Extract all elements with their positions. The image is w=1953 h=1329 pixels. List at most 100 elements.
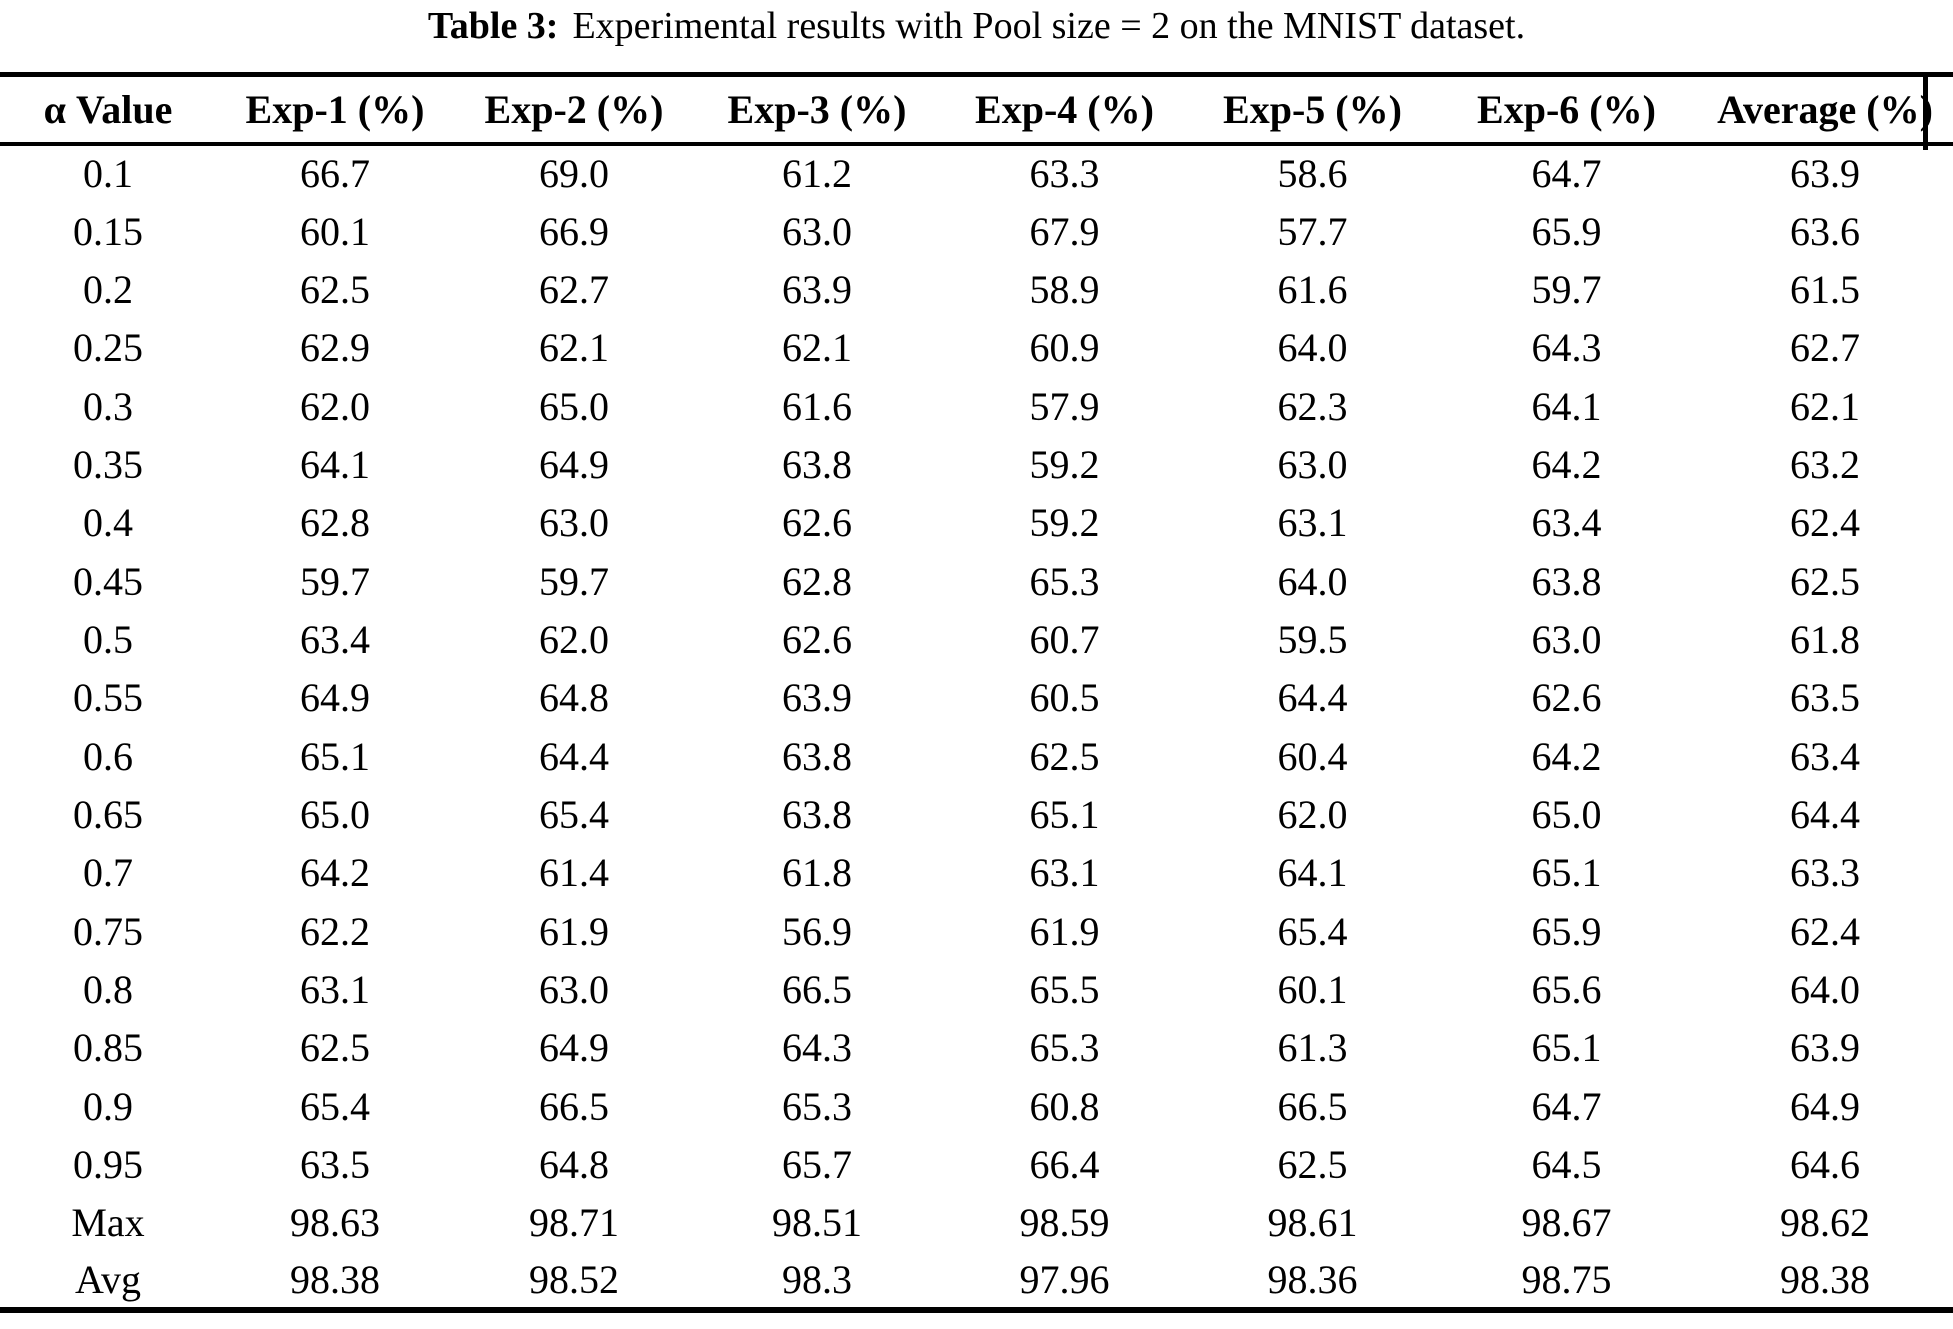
row-label-cell: 0.3 <box>83 383 133 429</box>
value-cell: 57.7 <box>1277 208 1348 254</box>
value-cell: 65.4 <box>539 791 609 837</box>
value-cell: 62.9 <box>300 325 370 371</box>
value-cell: 64.2 <box>1531 733 1602 779</box>
value-cell: 64.3 <box>782 1025 852 1071</box>
value-cell: 65.1 <box>1029 791 1100 837</box>
row-label-cell: 0.7 <box>83 850 133 896</box>
value-cell: 64.9 <box>539 441 609 487</box>
value-cell: 56.9 <box>782 908 852 954</box>
row-label-cell: 0.1 <box>83 151 133 197</box>
value-cell: 63.8 <box>782 441 852 487</box>
value-cell: 65.0 <box>539 383 609 429</box>
value-cell: 61.9 <box>539 908 609 954</box>
value-cell: 59.7 <box>1531 266 1602 312</box>
column-header-alpha-value: α Value <box>43 86 173 132</box>
row-label-cell: 0.85 <box>73 1025 143 1071</box>
value-cell: 98.38 <box>290 1257 380 1303</box>
value-cell: 65.5 <box>1029 966 1100 1012</box>
table-row: 0.75 62.2 61.9 56.9 61.9 65.4 65.9 62.4 <box>0 902 1953 960</box>
value-cell: 62.1 <box>1790 383 1860 429</box>
value-cell: 63.0 <box>1277 441 1348 487</box>
value-cell: 98.59 <box>1019 1200 1110 1246</box>
value-cell: 65.9 <box>1531 208 1602 254</box>
column-header: Exp-2 (%) <box>484 86 664 132</box>
value-cell: 65.6 <box>1531 966 1602 1012</box>
row-label-cell: 0.6 <box>83 733 133 779</box>
column-header: Exp-6 (%) <box>1477 86 1656 132</box>
row-label-cell: 0.9 <box>83 1083 133 1129</box>
value-cell: 63.9 <box>1790 1025 1860 1071</box>
value-cell: 60.8 <box>1029 1083 1100 1129</box>
results-table: α Value Exp-1 (%) Exp-2 (%) Exp-3 (%) Exp-4 … <box>0 72 1953 1314</box>
table-row: 0.35 64.1 64.9 63.8 59.2 63.0 64.2 63.2 <box>0 435 1953 493</box>
table-row: 0.55 64.9 64.8 63.9 60.5 64.4 62.6 63.5 <box>0 669 1953 727</box>
value-cell: 62.6 <box>1531 675 1602 721</box>
table-row: 0.25 62.9 62.1 62.1 60.9 64.0 64.3 62.7 <box>0 319 1953 377</box>
value-cell: 64.2 <box>1531 441 1602 487</box>
value-cell: 64.6 <box>1790 1142 1860 1188</box>
row-label-cell: 0.15 <box>73 208 143 254</box>
value-cell: 60.5 <box>1029 675 1100 721</box>
value-cell: 62.4 <box>1790 500 1860 546</box>
value-cell: 63.8 <box>782 733 852 779</box>
value-cell: 64.7 <box>1531 151 1602 197</box>
value-cell: 98.52 <box>529 1257 619 1303</box>
table-row: 0.2 62.5 62.7 63.9 58.9 61.6 59.7 61.5 <box>0 260 1953 318</box>
value-cell: 63.0 <box>782 208 852 254</box>
value-cell: 63.8 <box>782 791 852 837</box>
value-cell: 64.7 <box>1531 1083 1602 1129</box>
value-cell: 66.5 <box>539 1083 609 1129</box>
value-cell: 98.63 <box>290 1200 380 1246</box>
caption-text: Experimental results with Pool size = 2 … <box>572 5 1526 47</box>
value-cell: 63.5 <box>300 1142 370 1188</box>
value-cell: 64.4 <box>1277 675 1348 721</box>
value-cell: 66.5 <box>782 966 852 1012</box>
value-cell: 61.6 <box>1277 266 1348 312</box>
value-cell: 98.3 <box>782 1257 852 1303</box>
table-row: Max 98.63 98.71 98.51 98.59 98.61 98.67 98.62 <box>0 1194 1953 1252</box>
value-cell: 62.0 <box>1277 791 1348 837</box>
value-cell: 98.62 <box>1780 1200 1870 1246</box>
value-cell: 59.5 <box>1277 616 1348 662</box>
value-cell: 62.8 <box>300 500 370 546</box>
value-cell: 65.1 <box>1531 850 1602 896</box>
value-cell: 64.0 <box>1277 325 1348 371</box>
value-cell: 64.1 <box>1277 850 1348 896</box>
value-cell: 59.7 <box>300 558 370 604</box>
row-label-cell: 0.2 <box>83 266 133 312</box>
value-cell: 62.5 <box>1029 733 1100 779</box>
value-cell: 64.0 <box>1277 558 1348 604</box>
value-cell: 63.1 <box>300 966 370 1012</box>
value-cell: 66.7 <box>300 151 370 197</box>
value-cell: 62.3 <box>1277 383 1348 429</box>
value-cell: 61.6 <box>782 383 852 429</box>
value-cell: 64.8 <box>539 675 609 721</box>
value-cell: 98.51 <box>772 1200 862 1246</box>
value-cell: 59.2 <box>1029 441 1100 487</box>
value-cell: 65.1 <box>300 733 370 779</box>
value-cell: 62.0 <box>539 616 609 662</box>
row-label-cell: 0.35 <box>73 441 143 487</box>
value-cell: 62.5 <box>300 266 370 312</box>
value-cell: 62.7 <box>539 266 609 312</box>
value-cell: 65.0 <box>1531 791 1602 837</box>
value-cell: 60.4 <box>1277 733 1348 779</box>
value-cell: 65.4 <box>1277 908 1348 954</box>
row-label-cell: 0.25 <box>73 325 143 371</box>
value-cell: 61.9 <box>1029 908 1100 954</box>
row-label-cell: Max <box>71 1200 145 1246</box>
header-right-border <box>1923 72 1928 150</box>
value-cell: 62.5 <box>300 1025 370 1071</box>
value-cell: 61.3 <box>1277 1025 1348 1071</box>
value-cell: 62.5 <box>1277 1142 1348 1188</box>
value-cell: 59.2 <box>1029 500 1100 546</box>
value-cell: 98.61 <box>1267 1200 1358 1246</box>
value-cell: 65.7 <box>782 1142 852 1188</box>
value-cell: 63.4 <box>1531 500 1602 546</box>
column-header: Exp-1 (%) <box>245 86 425 132</box>
value-cell: 60.1 <box>1277 966 1348 1012</box>
value-cell: 64.2 <box>300 850 370 896</box>
value-cell: 62.8 <box>782 558 852 604</box>
value-cell: 63.2 <box>1790 441 1860 487</box>
value-cell: 63.6 <box>1790 208 1860 254</box>
